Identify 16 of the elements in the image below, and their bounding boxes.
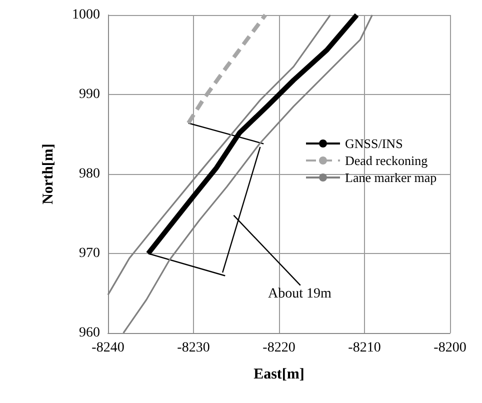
y-tick-label: 1000 [72, 8, 100, 22]
x-tick-label: -8200 [434, 340, 466, 356]
y-tick-label: 960 [79, 326, 100, 340]
y-axis-title: North[m] [40, 144, 56, 204]
y-tick-label: 980 [79, 166, 100, 182]
legend-label: Lane marker map [345, 170, 437, 185]
x-tick-label: -8220 [262, 340, 296, 356]
legend-label: Dead reckoning [345, 153, 428, 168]
x-tick-label: -8240 [92, 340, 124, 356]
legend-label: GNSS/INS [345, 136, 403, 151]
y-tick-label: 970 [79, 246, 100, 261]
annotation: About 19m [268, 286, 332, 302]
x-tick-label: -8230 [177, 340, 210, 356]
x-tick-label: -8210 [348, 340, 381, 356]
y-tick-label: 990 [79, 87, 100, 102]
x-axis-title: East[m] [254, 366, 304, 382]
